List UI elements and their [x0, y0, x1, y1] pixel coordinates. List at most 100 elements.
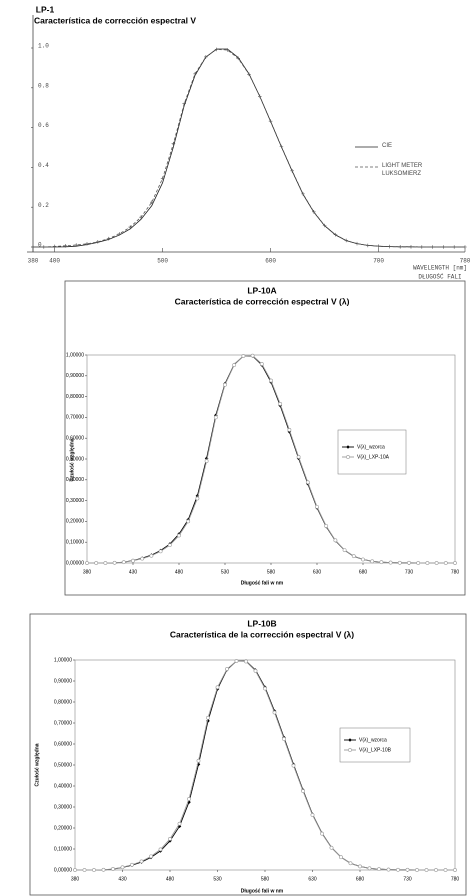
- marker: [339, 855, 343, 860]
- y-tick-label: 0,50000: [66, 456, 84, 462]
- marker: [215, 685, 220, 690]
- marker: [103, 561, 108, 565]
- marker: [177, 533, 181, 538]
- marker: [73, 868, 77, 872]
- marker: [361, 557, 365, 562]
- y-tick-label: 0,40000: [54, 783, 72, 789]
- marker: [279, 144, 284, 149]
- marker: [322, 223, 327, 228]
- marker: [158, 549, 163, 554]
- marker: [443, 561, 448, 565]
- series-line: [75, 660, 455, 871]
- marker: [250, 353, 255, 358]
- x-tick-label: 600: [265, 258, 276, 265]
- marker: [346, 455, 350, 459]
- x-tick-label: 780: [451, 569, 460, 575]
- x-tick-label: 500: [157, 258, 168, 265]
- y-tick-label: 0,00000: [54, 867, 72, 873]
- marker: [272, 710, 277, 715]
- marker: [434, 868, 438, 872]
- x-tick-label: 730: [405, 569, 414, 575]
- x-tick-label: 530: [221, 569, 230, 575]
- marker: [333, 538, 338, 543]
- legend-label: LIGHT METER LUKSOMIERZ: [382, 163, 423, 177]
- y-axis-label: Czułość względna: [69, 438, 75, 481]
- marker: [287, 427, 292, 432]
- marker: [333, 232, 338, 237]
- marker: [312, 209, 316, 214]
- chart-subtitle: Característica de corrección espectral V: [34, 15, 196, 25]
- marker: [409, 245, 413, 249]
- marker: [463, 245, 467, 249]
- marker: [111, 867, 115, 871]
- marker: [305, 480, 310, 485]
- marker: [214, 413, 218, 418]
- marker: [376, 244, 381, 249]
- marker: [315, 504, 319, 509]
- x-tick-label: 530: [213, 876, 222, 882]
- y-tick-label: 0,60000: [54, 741, 72, 747]
- marker: [348, 738, 352, 742]
- marker: [225, 48, 230, 52]
- x-tick-label: 580: [261, 876, 270, 882]
- x-tick-label: 430: [118, 876, 127, 882]
- legend-label-box: CIE: [382, 143, 393, 149]
- y-tick-label: 0,50000: [54, 762, 72, 768]
- marker: [324, 524, 329, 528]
- marker: [355, 241, 359, 246]
- y-tick-label: 0,70000: [66, 415, 84, 421]
- marker: [85, 561, 89, 565]
- marker: [106, 236, 111, 241]
- marker: [131, 558, 135, 563]
- marker: [259, 362, 264, 366]
- marker: [193, 72, 197, 76]
- marker: [149, 553, 154, 558]
- y-tick-label: 0,70000: [54, 720, 72, 726]
- marker: [367, 866, 372, 871]
- marker: [420, 245, 424, 249]
- marker: [204, 459, 209, 463]
- marker: [290, 168, 294, 173]
- x-tick-label: 580: [267, 569, 276, 575]
- marker: [387, 244, 392, 249]
- marker: [348, 861, 353, 866]
- marker: [398, 245, 402, 249]
- legend-label: V(λ)_wzorca: [357, 444, 385, 450]
- marker: [301, 192, 305, 196]
- chart-frame: [64, 280, 466, 596]
- marker: [344, 238, 348, 243]
- legend-label: V(λ)_LXP-10A: [357, 454, 390, 460]
- marker: [296, 455, 301, 459]
- x-tick-label: 480: [166, 876, 175, 882]
- marker: [101, 867, 106, 872]
- y-tick-label: 0,60000: [66, 436, 84, 442]
- marker: [112, 560, 117, 565]
- marker: [96, 240, 100, 244]
- y-tick-label: 0: [38, 242, 42, 249]
- y-tick-label: 0.4: [38, 162, 49, 169]
- chart-subtitle: Característica de corrección espectral V…: [175, 296, 350, 306]
- x-tick-label: 480: [175, 569, 184, 575]
- x-axis-label: WAVELENGTH [nm]: [413, 265, 467, 272]
- marker: [278, 401, 283, 406]
- marker: [196, 758, 201, 763]
- marker: [206, 715, 210, 720]
- marker: [117, 232, 122, 236]
- marker: [452, 245, 456, 249]
- marker: [223, 382, 227, 387]
- x-tick-label: 700: [373, 258, 384, 265]
- marker: [31, 245, 35, 249]
- chart-title: LP-10B: [247, 618, 276, 628]
- x-tick-label: 380: [83, 569, 92, 575]
- marker: [247, 72, 251, 77]
- chart-subtitle: Característica de la corrección espectra…: [170, 629, 354, 639]
- marker: [204, 55, 208, 59]
- x-axis-label: Długość fali w nm: [241, 580, 284, 586]
- legend-label: V(λ)_wzorca: [359, 737, 387, 743]
- legend-box: [337, 429, 407, 475]
- plot-frame: [74, 659, 456, 871]
- marker: [236, 56, 240, 61]
- legend-label: CIE: [382, 143, 393, 149]
